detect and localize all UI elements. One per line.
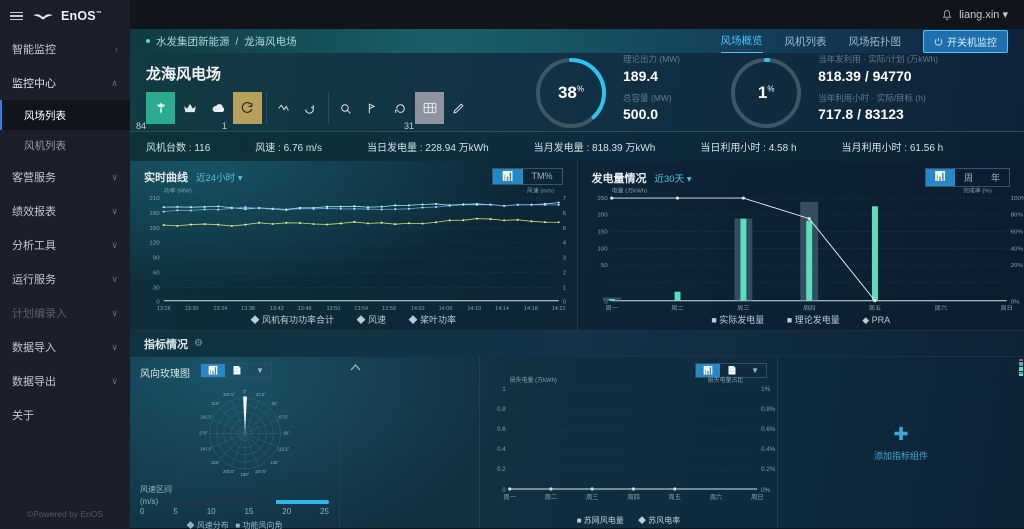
svg-text:30: 30 xyxy=(153,286,161,292)
svg-text:0.6%: 0.6% xyxy=(761,426,776,433)
svg-text:13:34: 13:34 xyxy=(213,306,227,312)
svg-text:5: 5 xyxy=(563,226,567,232)
svg-text:13:46: 13:46 xyxy=(298,306,312,312)
svg-text:0.8: 0.8 xyxy=(497,406,506,413)
svg-text:0: 0 xyxy=(502,487,506,494)
svg-text:3: 3 xyxy=(563,256,567,262)
svg-text:完成率 (%): 完成率 (%) xyxy=(962,187,991,195)
svg-text:1: 1 xyxy=(563,286,567,292)
svg-text:周四: 周四 xyxy=(802,305,814,312)
svg-text:150: 150 xyxy=(597,230,608,236)
svg-text:2: 2 xyxy=(563,271,567,277)
svg-text:180°: 180° xyxy=(241,472,250,477)
svg-text:0%: 0% xyxy=(761,487,770,494)
svg-text:100: 100 xyxy=(597,246,608,252)
svg-text:0%: 0% xyxy=(1010,300,1020,306)
svg-text:0.2: 0.2 xyxy=(497,466,506,473)
svg-text:7: 7 xyxy=(563,196,567,202)
svg-text:200: 200 xyxy=(597,213,608,219)
svg-text:90°: 90° xyxy=(283,431,290,436)
svg-text:202.5°: 202.5° xyxy=(223,469,235,474)
svg-text:风速 (m/s): 风速 (m/s) xyxy=(527,188,554,195)
svg-text:周五: 周五 xyxy=(669,493,681,501)
svg-text:周四: 周四 xyxy=(627,493,639,501)
svg-text:13:58: 13:58 xyxy=(382,306,396,312)
svg-text:周三: 周三 xyxy=(737,305,749,312)
svg-text:270°: 270° xyxy=(199,431,208,436)
svg-text:周一: 周一 xyxy=(605,305,617,312)
svg-text:周三: 周三 xyxy=(586,493,598,501)
svg-text:13:50: 13:50 xyxy=(326,306,340,312)
svg-text:40%: 40% xyxy=(1010,246,1023,252)
svg-text:210: 210 xyxy=(149,196,160,202)
svg-text:周六: 周六 xyxy=(934,304,946,312)
svg-text:112.5°: 112.5° xyxy=(278,446,290,451)
svg-text:100%: 100% xyxy=(1010,196,1024,202)
svg-text:60: 60 xyxy=(153,271,161,277)
svg-text:225°: 225° xyxy=(211,460,220,465)
svg-text:电量 (万kWh): 电量 (万kWh) xyxy=(611,187,646,195)
svg-text:13:30: 13:30 xyxy=(185,306,199,312)
svg-text:247.5°: 247.5° xyxy=(200,446,212,451)
svg-text:14:06: 14:06 xyxy=(439,306,453,312)
svg-text:45°: 45° xyxy=(271,401,278,406)
svg-text:315°: 315° xyxy=(211,401,220,406)
svg-text:14:18: 14:18 xyxy=(524,306,538,312)
svg-text:0: 0 xyxy=(563,300,567,306)
svg-text:80%: 80% xyxy=(1010,213,1023,219)
svg-text:0.8%: 0.8% xyxy=(761,406,776,413)
svg-text:120: 120 xyxy=(149,241,160,247)
svg-text:22.5°: 22.5° xyxy=(256,392,266,397)
svg-text:周五: 周五 xyxy=(868,305,880,312)
svg-text:周日: 周日 xyxy=(751,493,763,501)
svg-text:292.5°: 292.5° xyxy=(200,415,212,420)
svg-text:0°: 0° xyxy=(243,389,247,394)
svg-text:1%: 1% xyxy=(761,386,770,393)
svg-text:150: 150 xyxy=(149,226,160,232)
svg-text:157.5°: 157.5° xyxy=(255,469,267,474)
svg-text:1: 1 xyxy=(502,386,506,393)
svg-text:4: 4 xyxy=(563,241,567,247)
svg-text:50: 50 xyxy=(600,263,608,269)
svg-text:0.4: 0.4 xyxy=(497,446,506,453)
svg-text:180: 180 xyxy=(149,211,160,217)
svg-text:60%: 60% xyxy=(1010,230,1023,236)
svg-text:337.5°: 337.5° xyxy=(223,392,235,397)
svg-text:损失电量 (万kWh): 损失电量 (万kWh) xyxy=(510,376,557,384)
svg-text:0.2%: 0.2% xyxy=(761,466,776,473)
svg-text:14:22: 14:22 xyxy=(552,306,566,312)
svg-text:功率 (MW): 功率 (MW) xyxy=(164,187,192,195)
svg-text:14:14: 14:14 xyxy=(495,306,509,312)
svg-text:13:38: 13:38 xyxy=(241,306,255,312)
svg-text:0: 0 xyxy=(156,300,160,306)
svg-text:0.4%: 0.4% xyxy=(761,446,776,453)
svg-text:13:54: 13:54 xyxy=(354,306,368,312)
svg-text:损失电量占比: 损失电量占比 xyxy=(708,376,744,384)
svg-text:周二: 周二 xyxy=(545,493,557,501)
svg-text:14:10: 14:10 xyxy=(467,306,481,312)
svg-text:20%: 20% xyxy=(1010,263,1023,269)
svg-text:周六: 周六 xyxy=(710,492,722,501)
svg-text:0.6: 0.6 xyxy=(497,426,506,433)
svg-text:13:26: 13:26 xyxy=(157,306,171,312)
svg-text:周二: 周二 xyxy=(671,305,683,312)
svg-text:250: 250 xyxy=(597,196,608,202)
svg-text:6: 6 xyxy=(563,211,567,217)
svg-text:周日: 周日 xyxy=(1000,305,1012,312)
svg-text:13:42: 13:42 xyxy=(270,306,284,312)
svg-text:135°: 135° xyxy=(270,460,279,465)
svg-text:14:02: 14:02 xyxy=(411,306,425,312)
svg-text:90: 90 xyxy=(153,256,161,262)
svg-text:周一: 周一 xyxy=(503,493,515,501)
svg-text:67.5°: 67.5° xyxy=(279,415,289,420)
